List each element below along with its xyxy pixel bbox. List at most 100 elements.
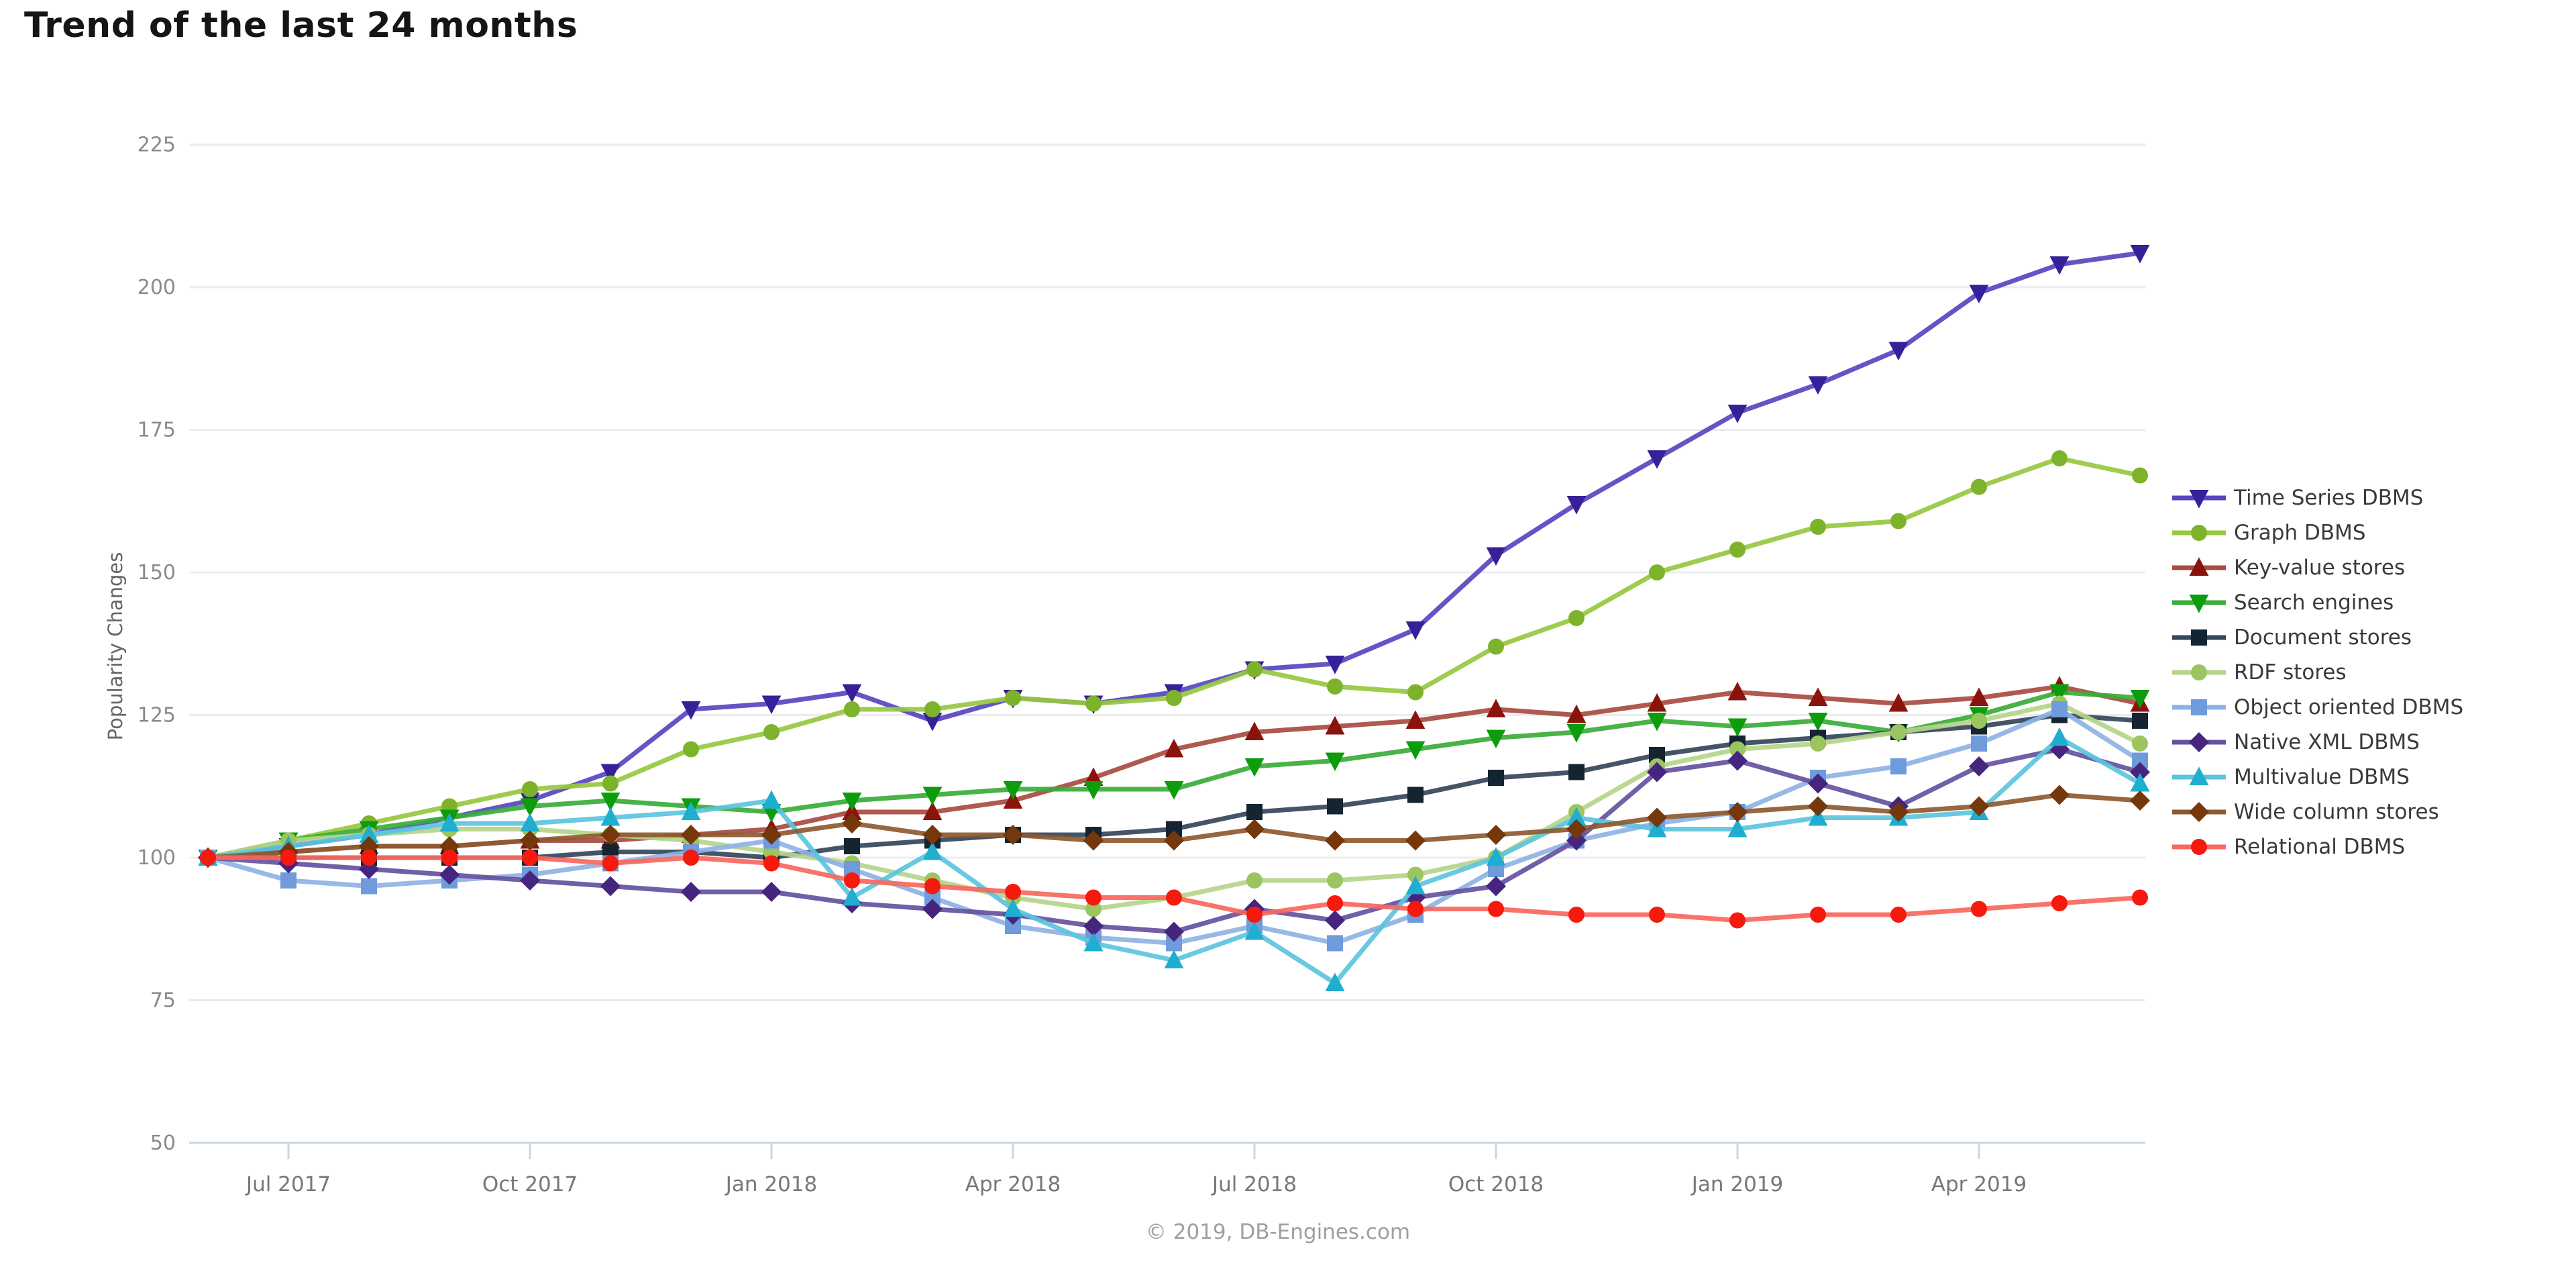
data-point-wide-column-stores-3 xyxy=(439,836,460,856)
data-point-wide-column-stores-7 xyxy=(761,825,782,845)
data-point-key-value-stores-12 xyxy=(1164,738,1184,758)
data-point-key-value-stores-14 xyxy=(1325,715,1345,735)
y-tick-label-175: 175 xyxy=(138,419,176,442)
x-tick-label-oct-2017: Oct 2017 xyxy=(482,1172,578,1197)
data-point-relational-dbms-15 xyxy=(1407,901,1424,917)
y-tick-label-200: 200 xyxy=(138,276,176,299)
legend-marker-icon xyxy=(2172,629,2226,646)
legend-item-relational-dbms[interactable]: Relational DBMS xyxy=(2171,829,2463,864)
data-point-multivalue-dbms-9 xyxy=(922,841,943,860)
data-point-multivalue-dbms-11 xyxy=(1083,932,1104,952)
data-point-graph-dbms-24 xyxy=(2132,467,2148,484)
data-point-document-stores-13 xyxy=(1246,804,1263,820)
legend-item-label: RDF stores xyxy=(2234,660,2347,685)
data-point-relational-dbms-6 xyxy=(683,850,699,866)
data-point-rdf-stores-21 xyxy=(1890,724,1907,740)
data-point-time-series-dbms-6 xyxy=(681,701,701,720)
data-point-search-engines-14 xyxy=(1325,752,1345,772)
legend-marker-glyph xyxy=(2191,664,2207,680)
data-point-native-xml-dbms-16 xyxy=(1486,876,1506,897)
legend-marker-icon xyxy=(2172,802,2226,822)
data-point-rdf-stores-24 xyxy=(2132,736,2148,752)
legend-item-label: Time Series DBMS xyxy=(2234,486,2424,510)
data-point-native-xml-dbms-11 xyxy=(1083,916,1104,936)
data-point-relational-dbms-22 xyxy=(1971,901,1987,917)
data-point-graph-dbms-11 xyxy=(1085,695,1102,712)
legend-item-object-oriented-dbms[interactable]: Object oriented DBMS xyxy=(2171,690,2463,725)
data-point-wide-column-stores-21 xyxy=(1888,802,1909,822)
data-point-wide-column-stores-8 xyxy=(842,813,862,833)
data-point-relational-dbms-18 xyxy=(1649,907,1665,923)
data-point-multivalue-dbms-18 xyxy=(1647,818,1667,838)
data-point-relational-dbms-8 xyxy=(844,872,860,889)
data-point-relational-dbms-14 xyxy=(1327,895,1343,911)
data-point-key-value-stores-15 xyxy=(1405,710,1426,729)
data-point-time-series-dbms-8 xyxy=(842,684,862,703)
legend-item-multivalue-dbms[interactable]: Multivalue DBMS xyxy=(2171,760,2463,795)
data-point-search-engines-17 xyxy=(1566,724,1587,743)
data-point-time-series-dbms-20 xyxy=(1808,376,1828,395)
data-point-search-engines-16 xyxy=(1486,729,1506,749)
series-graph-dbms xyxy=(200,450,2148,866)
legend-item-rdf-stores[interactable]: RDF stores xyxy=(2171,655,2463,690)
legend-item-search-engines[interactable]: Search engines xyxy=(2171,585,2463,620)
legend-item-label: Native XML DBMS xyxy=(2234,730,2420,754)
data-point-relational-dbms-4 xyxy=(522,850,538,866)
data-point-search-engines-20 xyxy=(1808,713,1828,731)
legend-item-label: Graph DBMS xyxy=(2234,521,2366,545)
data-point-document-stores-15 xyxy=(1407,787,1424,803)
data-point-rdf-stores-22 xyxy=(1971,713,1987,729)
data-point-search-engines-8 xyxy=(842,793,862,811)
data-point-search-engines-18 xyxy=(1647,713,1667,731)
data-point-wide-column-stores-17 xyxy=(1566,819,1587,840)
data-point-key-value-stores-16 xyxy=(1486,699,1506,717)
data-point-relational-dbms-3 xyxy=(441,850,458,866)
legend-marker-icon xyxy=(2172,557,2226,576)
data-point-search-engines-13 xyxy=(1244,758,1265,777)
data-point-relational-dbms-17 xyxy=(1568,907,1585,923)
data-point-native-xml-dbms-12 xyxy=(1164,921,1184,942)
legend-marker-glyph xyxy=(2191,525,2207,541)
legend-item-key-value-stores[interactable]: Key-value stores xyxy=(2171,550,2463,585)
data-point-multivalue-dbms-13 xyxy=(1244,921,1265,940)
legend-item-label: Search engines xyxy=(2234,591,2394,615)
data-point-multivalue-dbms-14 xyxy=(1325,972,1345,991)
data-point-graph-dbms-9 xyxy=(924,701,941,717)
legend-marker-icon xyxy=(2172,525,2226,541)
legend-item-native-xml-dbms[interactable]: Native XML DBMS xyxy=(2171,725,2463,760)
data-point-rdf-stores-15 xyxy=(1407,866,1424,883)
data-point-search-engines-19 xyxy=(1727,718,1748,738)
legend-marker-icon xyxy=(2172,490,2226,509)
data-point-wide-column-stores-2 xyxy=(359,836,379,856)
data-point-wide-column-stores-24 xyxy=(2130,791,2150,811)
data-point-wide-column-stores-13 xyxy=(1244,819,1265,840)
x-tick-label-jul-2018: Jul 2018 xyxy=(1211,1172,1297,1197)
data-point-rdf-stores-14 xyxy=(1327,872,1343,889)
series-multivalue-dbms xyxy=(198,727,2150,991)
legend-item-label: Object oriented DBMS xyxy=(2234,695,2464,719)
data-point-relational-dbms-9 xyxy=(924,878,941,895)
legend-marker-glyph xyxy=(2189,490,2209,509)
legend-item-document-stores[interactable]: Document stores xyxy=(2171,620,2463,655)
y-tick-label-125: 125 xyxy=(138,704,176,727)
legend-item-time-series-dbms[interactable]: Time Series DBMS xyxy=(2171,480,2463,515)
legend-item-graph-dbms[interactable]: Graph DBMS xyxy=(2171,515,2463,550)
data-point-multivalue-dbms-4 xyxy=(520,813,540,831)
data-point-relational-dbms-2 xyxy=(361,850,377,866)
data-point-native-xml-dbms-24 xyxy=(2130,762,2150,782)
data-point-document-stores-16 xyxy=(1488,770,1504,786)
data-point-key-value-stores-13 xyxy=(1244,721,1265,740)
data-point-multivalue-dbms-19 xyxy=(1727,818,1748,838)
data-point-time-series-dbms-24 xyxy=(2130,245,2150,264)
data-point-rdf-stores-20 xyxy=(1810,736,1826,752)
data-point-time-series-dbms-14 xyxy=(1325,656,1345,674)
legend-marker-icon xyxy=(2172,595,2226,613)
data-point-graph-dbms-15 xyxy=(1407,684,1424,701)
legend-marker-glyph xyxy=(2189,766,2209,785)
data-point-multivalue-dbms-17 xyxy=(1566,807,1587,826)
data-point-rdf-stores-11 xyxy=(1085,901,1102,917)
data-point-object-oriented-dbms-23 xyxy=(2051,701,2068,717)
legend-item-wide-column-stores[interactable]: Wide column stores xyxy=(2171,795,2463,829)
series-time-series-dbms xyxy=(198,245,2150,868)
data-point-multivalue-dbms-12 xyxy=(1164,950,1184,968)
